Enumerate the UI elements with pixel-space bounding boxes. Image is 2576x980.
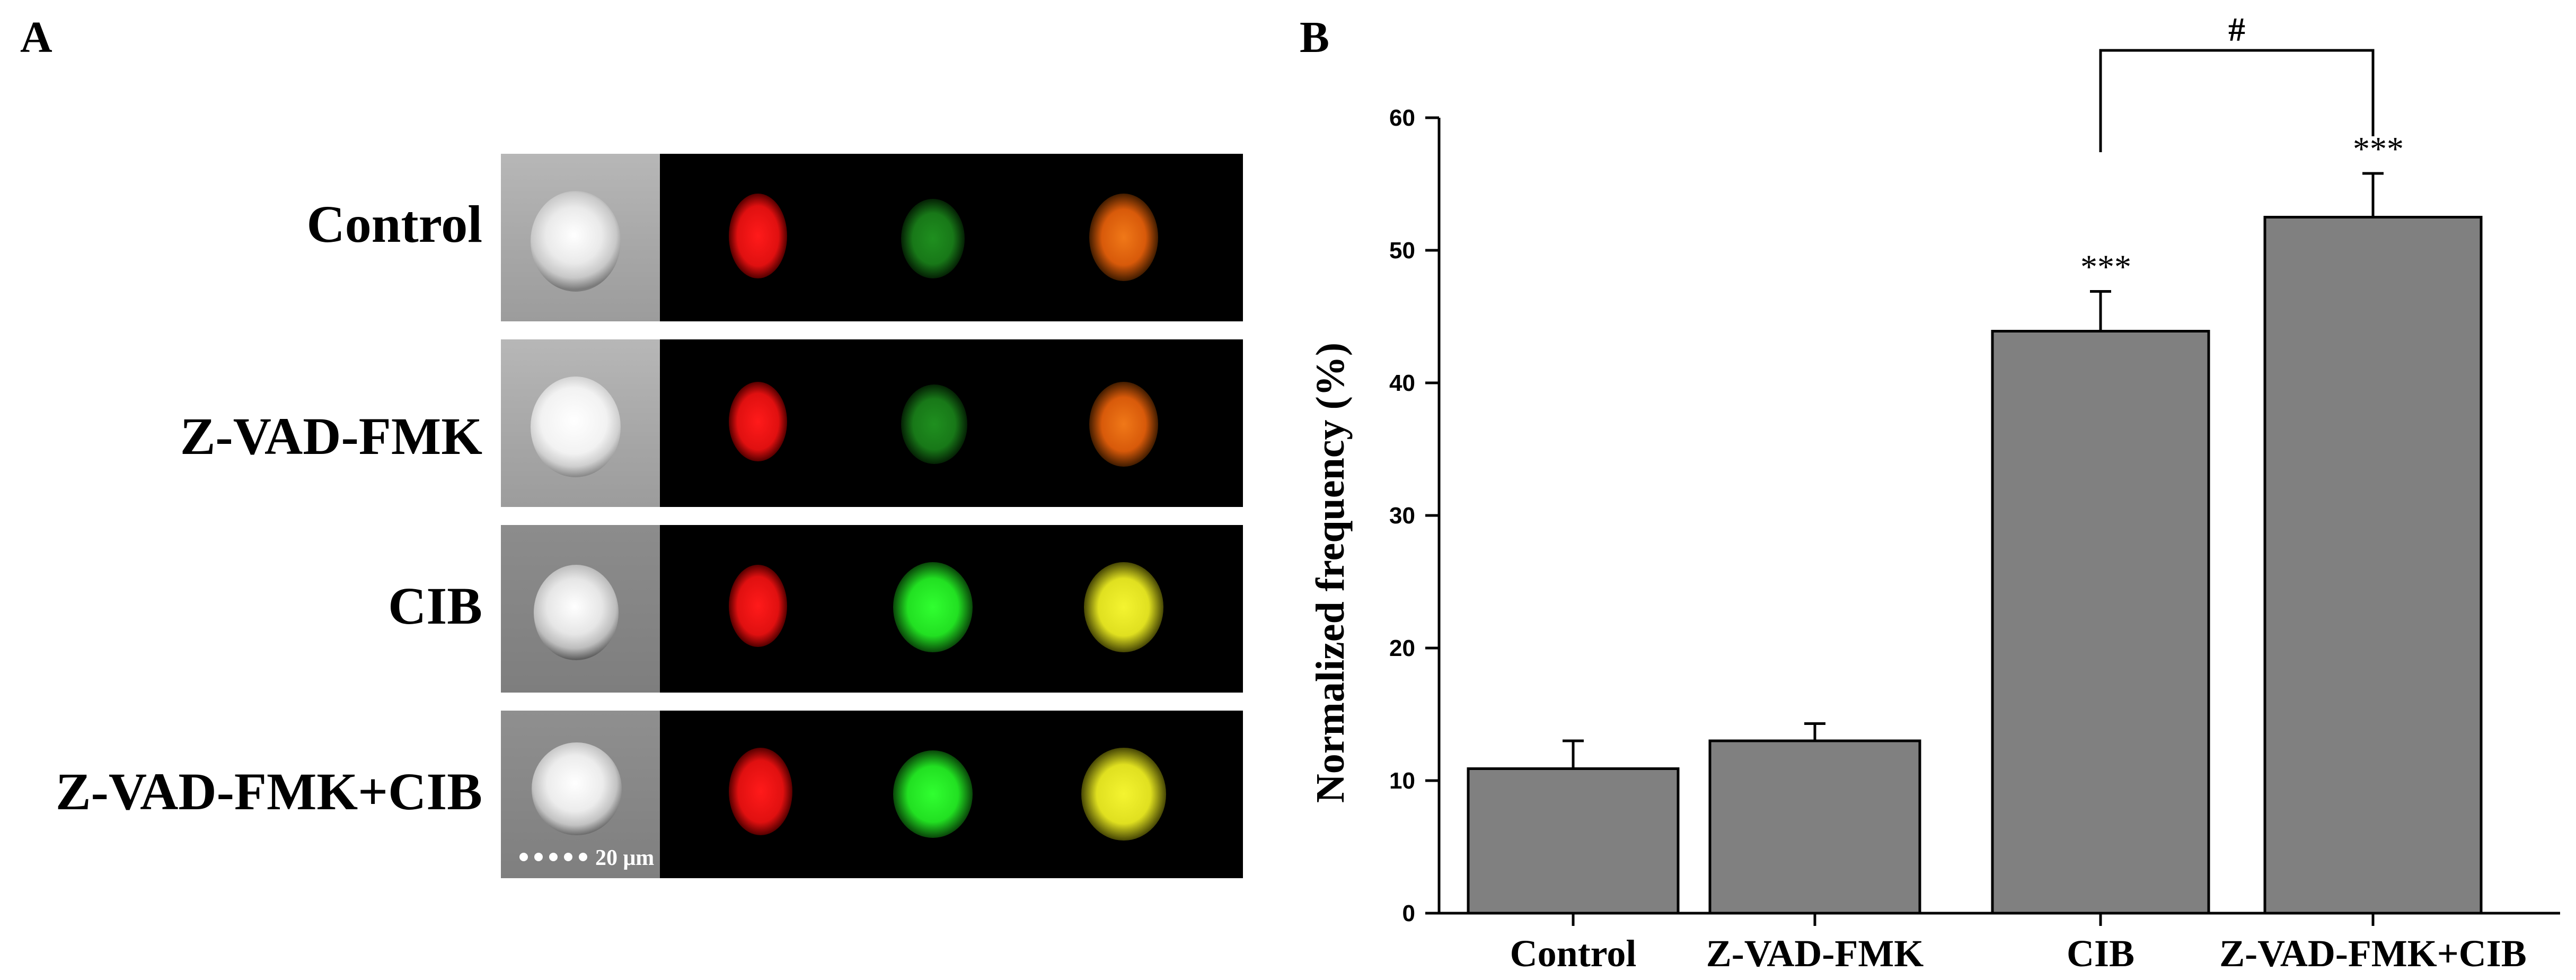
y-tick-label: 0: [1402, 900, 1415, 926]
red-channel-spot: [729, 748, 792, 835]
y-tick-label: 10: [1389, 768, 1415, 794]
red-channel-spot: [729, 194, 787, 278]
merge-channel-spot: [1081, 748, 1166, 841]
green-channel-spot: [901, 199, 965, 278]
panel-b-letter: B: [1300, 13, 1330, 62]
fluorescence-strip: [660, 339, 1243, 507]
bracket-label: #: [2228, 11, 2245, 48]
red-channel-spot: [729, 382, 787, 461]
y-tick-label: 30: [1389, 503, 1415, 529]
row-label-cib: CIB: [388, 576, 482, 635]
micro-row-control: [501, 154, 1243, 321]
bar-z-vad-fmk: [1708, 739, 1921, 915]
x-category-label: Z-VAD-FMK: [1706, 932, 1924, 975]
red-channel-spot: [729, 565, 787, 647]
y-tick-label: 20: [1389, 635, 1415, 661]
row-label-zvad-cib: Z-VAD-FMK+CIB: [55, 762, 482, 821]
green-channel-spot: [893, 562, 973, 652]
x-category-label: Control: [1510, 932, 1637, 975]
fluorescence-strip: [660, 711, 1243, 878]
fluorescence-strip: [660, 154, 1243, 321]
scale-bar-label: 20 μm: [595, 846, 655, 870]
row-label-zvad: Z-VAD-FMK: [180, 407, 482, 466]
y-tick-label: 60: [1389, 105, 1415, 131]
merge-channel-spot: [1089, 194, 1158, 281]
y-tick-label: 40: [1389, 370, 1415, 396]
x-category-label: CIB: [2067, 932, 2134, 975]
scale-bar: [519, 853, 587, 861]
fluorescence-strip: [660, 525, 1243, 693]
brightfield-cell: [534, 565, 619, 660]
micro-row-zvad-cib: 20 μm: [501, 711, 1243, 878]
brightfield-cell: [531, 377, 621, 477]
brightfield-image: 20 μm: [501, 711, 660, 878]
bar-control: [1467, 767, 1680, 915]
y-tick-label: 50: [1389, 238, 1415, 264]
significance-stars: ***: [2353, 130, 2404, 168]
merge-channel-spot: [1084, 562, 1163, 652]
brightfield-image: [501, 154, 660, 321]
panel-a-letter: A: [20, 13, 52, 62]
micro-row-cib: [501, 525, 1243, 693]
bar-cib: [1991, 330, 2210, 915]
significance-stars: ***: [2080, 248, 2131, 286]
y-axis-label: Normalized frequency (%): [1308, 343, 1353, 803]
merge-channel-spot: [1089, 382, 1158, 467]
green-channel-spot: [901, 384, 967, 464]
brightfield-cell: [531, 191, 621, 292]
bar-z-vad-fmk-cib: [2263, 216, 2483, 915]
green-channel-spot: [893, 750, 973, 838]
row-label-control: Control: [306, 195, 483, 253]
micro-row-zvad: [501, 339, 1243, 507]
brightfield-image: [501, 525, 660, 693]
x-category-label: Z-VAD-FMK+CIB: [2219, 932, 2527, 975]
significance-bracket: [2099, 49, 2375, 152]
brightfield-cell: [532, 742, 622, 835]
brightfield-image: [501, 339, 660, 507]
